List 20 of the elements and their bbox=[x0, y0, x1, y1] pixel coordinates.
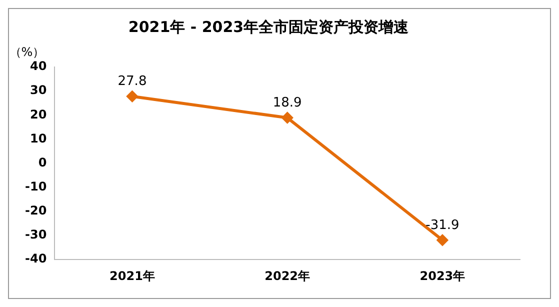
y-tick-label: 30 bbox=[30, 83, 47, 98]
y-axis-title: （%） bbox=[9, 45, 45, 60]
y-tick-label: 40 bbox=[30, 59, 47, 74]
x-tick-label: 2023年 bbox=[420, 268, 466, 283]
point bbox=[282, 112, 293, 124]
y-tick-label: -40 bbox=[24, 252, 47, 266]
chart-title: 2021年 - 2023年全市固定资产投资增速 bbox=[128, 18, 410, 36]
y-tick-label: 0 bbox=[38, 155, 47, 170]
y-tick-label: 20 bbox=[30, 107, 47, 122]
x-tick-label: 2022年 bbox=[264, 268, 310, 283]
data-label: 18.9 bbox=[272, 96, 302, 111]
point bbox=[436, 234, 448, 246]
data-label: -31.9 bbox=[426, 218, 460, 233]
y-tick-label: -10 bbox=[24, 180, 47, 194]
point bbox=[126, 90, 138, 102]
y-tick-label: -30 bbox=[24, 228, 47, 242]
data-label: 27.8 bbox=[118, 74, 147, 90]
y-tick-label: -20 bbox=[24, 204, 47, 218]
x-tick-label: 2021年 bbox=[110, 268, 155, 283]
y-tick-label: 10 bbox=[30, 131, 47, 146]
